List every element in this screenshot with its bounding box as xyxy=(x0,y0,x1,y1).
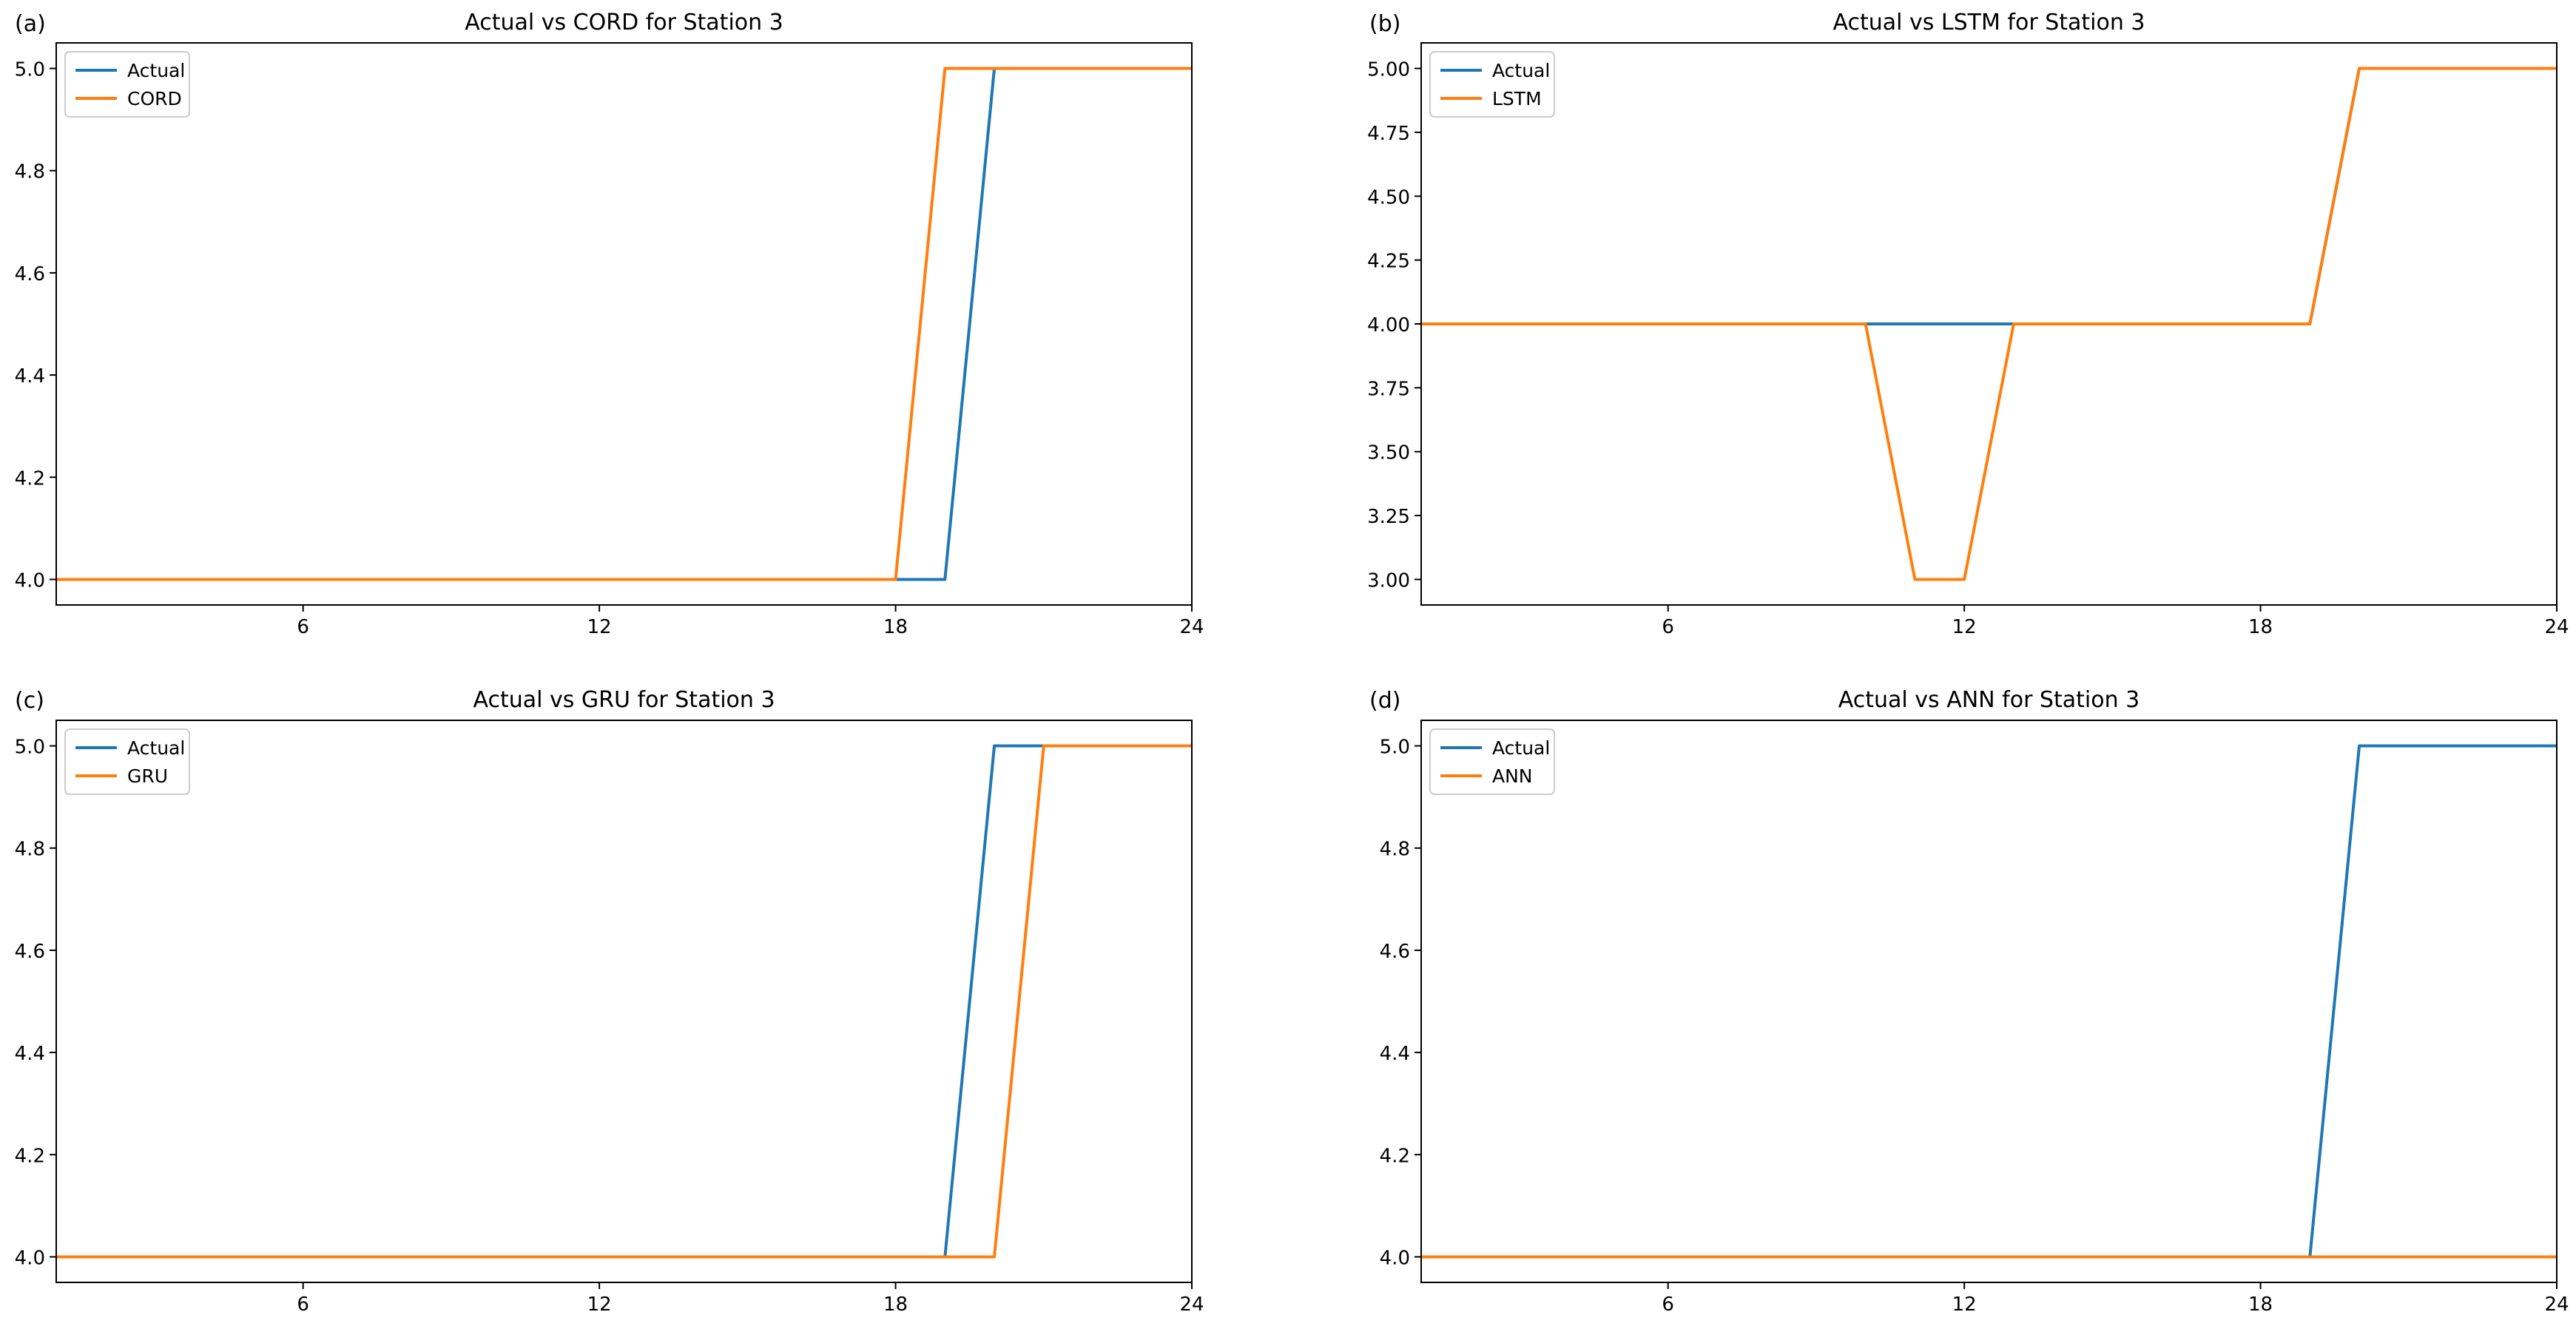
x-tick-label: 6 xyxy=(1662,616,1674,638)
y-tick-label: 4.0 xyxy=(15,569,45,592)
y-tick-label: 4.0 xyxy=(1380,1247,1410,1269)
x-tick-label: 12 xyxy=(587,616,612,638)
y-tick-label: 4.6 xyxy=(1380,941,1410,963)
y-tick-label: 4.4 xyxy=(15,1043,45,1065)
series-line-cord xyxy=(56,67,1192,581)
legend-label-actual: Actual xyxy=(127,60,185,81)
series-line-actual xyxy=(1421,744,2557,1259)
y-tick-label: 4.4 xyxy=(1380,1043,1410,1065)
panel-label: (c) xyxy=(15,688,44,714)
x-tick-label: 12 xyxy=(1952,1294,1977,1316)
y-tick-label: 5.00 xyxy=(1367,59,1410,81)
legend-label-cord: CORD xyxy=(127,88,182,109)
legend-label-ann: ANN xyxy=(1492,765,1533,787)
panel-label: (a) xyxy=(15,11,46,37)
x-tick-label: 24 xyxy=(1179,1294,1204,1316)
y-tick-label: 4.6 xyxy=(15,941,45,963)
axes-frame xyxy=(55,720,1193,1283)
y-tick-label: 4.4 xyxy=(15,365,45,388)
y-tick-label: 4.6 xyxy=(15,263,45,285)
subplot-b: (b) Actual vs LSTM for Station 3 3.00 3.25 3… xyxy=(1367,10,2569,638)
subplot-c: (c) Actual vs GRU for Station 3 4.0 4.2 4.4 4… xyxy=(15,687,1204,1316)
x-tick-label: 18 xyxy=(2248,1294,2273,1316)
x-tick-label: 6 xyxy=(1662,1294,1674,1316)
y-tick-label: 4.8 xyxy=(15,839,45,861)
y-tick-label: 4.2 xyxy=(15,467,45,490)
x-tick-label: 6 xyxy=(297,616,309,638)
series-line-actual xyxy=(1421,67,2557,325)
x-tick-label: 18 xyxy=(2248,616,2273,638)
legend-label-lstm: LSTM xyxy=(1492,88,1542,109)
chart-title: Actual vs CORD for Station 3 xyxy=(465,10,783,35)
y-tick-label: 3.50 xyxy=(1367,442,1410,464)
subplot-a: (a) Actual vs CORD for Station 3 4.0 4.2 4.4… xyxy=(15,10,1204,638)
series-line-gru xyxy=(56,744,1192,1259)
x-tick-label: 6 xyxy=(297,1294,309,1316)
y-tick-label: 4.2 xyxy=(15,1145,45,1167)
y-tick-label: 3.75 xyxy=(1367,378,1410,400)
subplot-d: (d) Actual vs ANN for Station 3 4.0 4.2 4.4 4… xyxy=(1369,687,2569,1316)
legend-box xyxy=(1429,51,1555,118)
y-tick-label: 4.00 xyxy=(1367,314,1410,337)
legend-label-actual: Actual xyxy=(1492,737,1550,759)
y-tick-label: 5.0 xyxy=(15,59,45,81)
y-tick-label: 3.25 xyxy=(1367,506,1410,528)
legend-label-gru: GRU xyxy=(127,765,168,787)
legend-label-actual: Actual xyxy=(127,737,185,759)
chart-title: Actual vs LSTM for Station 3 xyxy=(1832,10,2145,35)
series-line-actual xyxy=(56,67,1192,581)
x-tick-label: 12 xyxy=(587,1294,612,1316)
chart-title: Actual vs GRU for Station 3 xyxy=(473,687,775,713)
x-tick-label: 24 xyxy=(1179,616,1204,638)
x-tick-label: 12 xyxy=(1952,616,1977,638)
legend-label-actual: Actual xyxy=(1492,60,1550,81)
y-tick-label: 3.00 xyxy=(1367,569,1410,592)
x-tick-label: 24 xyxy=(2544,1294,2569,1316)
y-tick-label: 5.0 xyxy=(15,737,45,759)
legend-box xyxy=(64,51,190,118)
series-line-actual xyxy=(56,744,1192,1259)
x-tick-label: 18 xyxy=(883,616,908,638)
y-tick-label: 4.8 xyxy=(15,161,45,183)
legend-box xyxy=(64,728,190,795)
y-tick-label: 4.75 xyxy=(1367,123,1410,145)
panel-label: (d) xyxy=(1369,688,1400,714)
x-tick-label: 18 xyxy=(883,1294,908,1316)
y-tick-label: 5.0 xyxy=(1380,737,1410,759)
axes-frame xyxy=(1420,720,2558,1283)
chart-title: Actual vs ANN for Station 3 xyxy=(1838,687,2140,713)
axes-frame xyxy=(55,42,1193,606)
y-tick-label: 4.8 xyxy=(1380,839,1410,861)
y-tick-label: 4.25 xyxy=(1367,251,1410,273)
series-line-lstm xyxy=(1421,67,2557,581)
y-tick-label: 4.0 xyxy=(15,1247,45,1269)
legend-box xyxy=(1429,728,1555,795)
panel-label: (b) xyxy=(1369,11,1400,37)
x-tick-label: 24 xyxy=(2544,616,2569,638)
y-tick-label: 4.50 xyxy=(1367,186,1410,209)
y-tick-label: 4.2 xyxy=(1380,1145,1410,1167)
